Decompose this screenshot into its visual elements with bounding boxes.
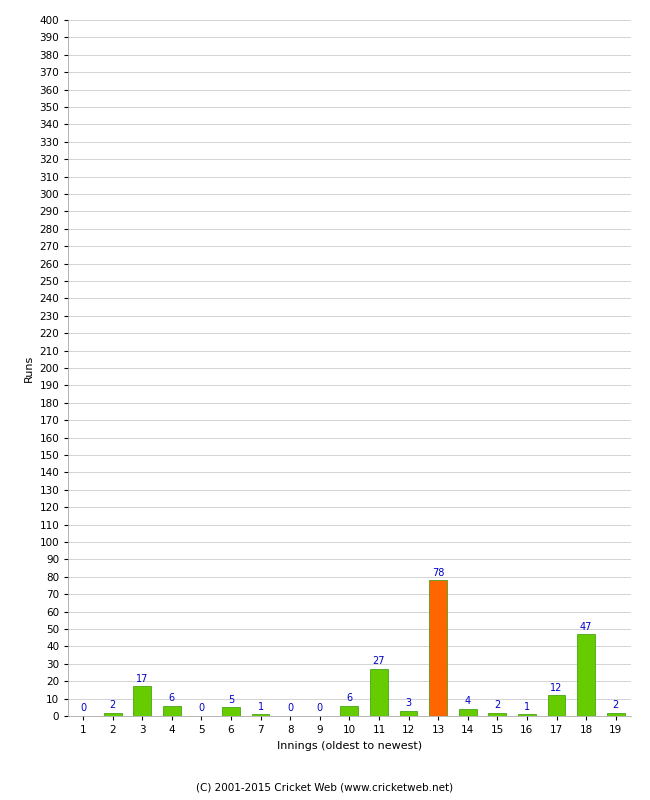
Bar — [341, 706, 358, 716]
Bar — [252, 714, 270, 716]
Text: 2: 2 — [109, 700, 116, 710]
Text: 12: 12 — [551, 682, 563, 693]
Text: 4: 4 — [465, 697, 471, 706]
Text: 5: 5 — [228, 694, 234, 705]
Text: 1: 1 — [524, 702, 530, 712]
Bar — [104, 713, 122, 716]
Bar — [488, 713, 506, 716]
Bar — [133, 686, 151, 716]
Text: 0: 0 — [317, 703, 323, 714]
Text: 78: 78 — [432, 568, 445, 578]
Y-axis label: Runs: Runs — [24, 354, 34, 382]
Text: 1: 1 — [257, 702, 264, 712]
Bar — [370, 669, 388, 716]
Bar — [429, 580, 447, 716]
Text: 2: 2 — [494, 700, 500, 710]
Text: 47: 47 — [580, 622, 592, 632]
Bar — [222, 707, 240, 716]
Text: (C) 2001-2015 Cricket Web (www.cricketweb.net): (C) 2001-2015 Cricket Web (www.cricketwe… — [196, 782, 454, 792]
X-axis label: Innings (oldest to newest): Innings (oldest to newest) — [277, 741, 422, 750]
Text: 6: 6 — [169, 693, 175, 703]
Text: 0: 0 — [287, 703, 293, 714]
Bar — [459, 709, 476, 716]
Bar — [518, 714, 536, 716]
Text: 2: 2 — [612, 700, 619, 710]
Text: 0: 0 — [198, 703, 205, 714]
Bar — [607, 713, 625, 716]
Text: 27: 27 — [372, 657, 385, 666]
Bar — [577, 634, 595, 716]
Bar — [548, 695, 566, 716]
Bar — [163, 706, 181, 716]
Text: 17: 17 — [136, 674, 148, 684]
Text: 0: 0 — [80, 703, 86, 714]
Text: 3: 3 — [406, 698, 411, 708]
Text: 6: 6 — [346, 693, 352, 703]
Bar — [400, 710, 417, 716]
